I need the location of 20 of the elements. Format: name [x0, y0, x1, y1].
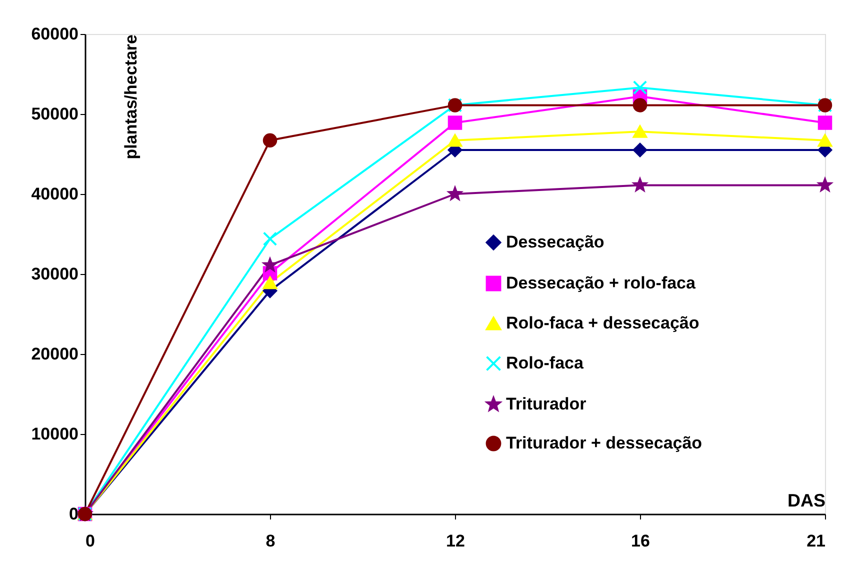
y-tick-label: 40000	[31, 184, 78, 204]
legend-label: Dessecação + rolo-faca	[506, 274, 696, 292]
y-tick-label: 20000	[31, 344, 78, 364]
y-tick-label: 0	[69, 504, 78, 524]
x-tick-label: 12	[446, 532, 465, 550]
y-tick-label: 30000	[31, 264, 78, 284]
legend-label: Triturador + dessecação	[506, 434, 702, 452]
legend-label: Rolo-faca	[506, 354, 584, 372]
x-tick-label: 0	[86, 532, 95, 550]
x-axis-title: DAS	[787, 490, 826, 510]
y-tick-label: 60000	[31, 24, 78, 44]
x-tick-label: 8	[266, 532, 276, 550]
x-tick-label: 21	[806, 532, 826, 550]
legend-label: Triturador	[506, 394, 587, 414]
y-axis-title: plantas/hectare	[122, 34, 140, 160]
legend-label: Dessecação	[506, 232, 604, 252]
y-tick-label: 10000	[31, 424, 78, 444]
x-tick-label: 16	[631, 532, 650, 550]
y-tick-label: 50000	[31, 104, 78, 124]
legend-label: Rolo-faca + dessecação	[506, 314, 700, 332]
